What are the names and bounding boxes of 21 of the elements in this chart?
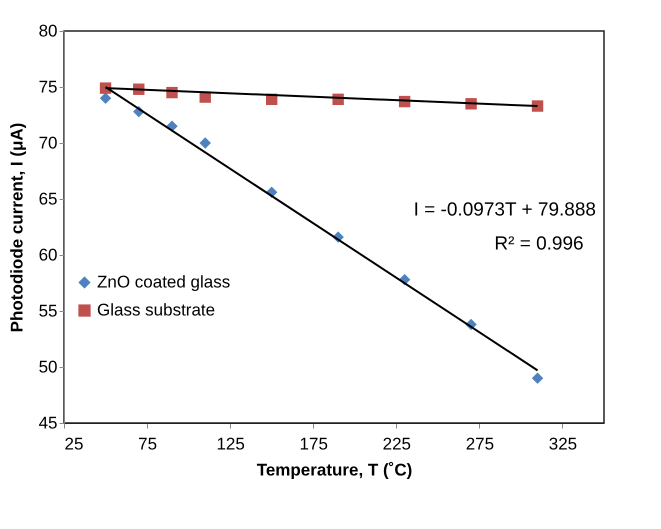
x-tick-label: 325: [548, 434, 578, 454]
y-axis-title: Photodiode current, I (μA): [8, 122, 27, 332]
x-tick-label: 25: [64, 434, 84, 454]
x-tick-label: 275: [466, 434, 494, 454]
annotation: R² = 0.996: [494, 233, 584, 254]
y-tick-label: 65: [38, 190, 58, 208]
x-tick-label: 125: [216, 434, 245, 454]
y-tick-label: 55: [38, 302, 58, 320]
y-tick-label: 50: [38, 358, 58, 376]
x-axis-title: Temperature, T (˚C): [256, 460, 412, 480]
y-tick-label: 75: [38, 78, 58, 96]
y-tick-label: 80: [38, 22, 58, 40]
y-tick-label: 70: [38, 134, 58, 152]
x-tick-label: 225: [382, 434, 411, 454]
legend-label: ZnO coated glass: [97, 272, 230, 292]
x-tick-label: 75: [138, 434, 158, 454]
annotation: I = -0.0973T + 79.888: [414, 199, 596, 220]
y-tick-label: 45: [38, 414, 58, 432]
legend-label: Glass substrate: [97, 300, 216, 320]
x-tick-label: 175: [300, 434, 328, 454]
y-tick-label: 60: [38, 246, 58, 264]
